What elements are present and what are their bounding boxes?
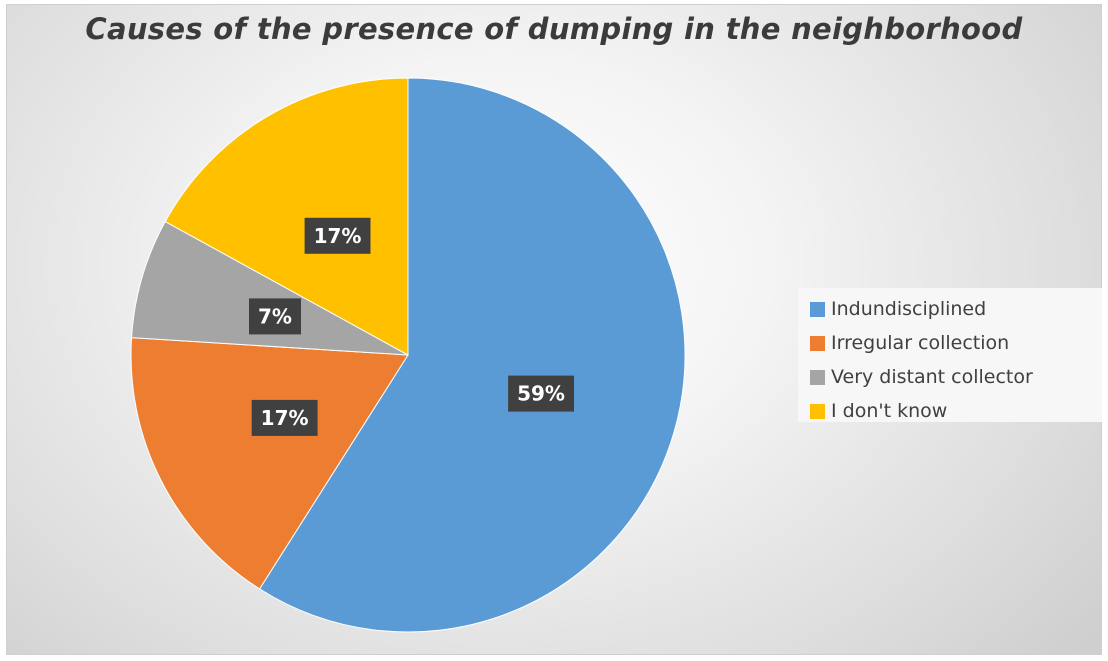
legend-label: I don't know bbox=[831, 400, 948, 422]
data-label-text: 59% bbox=[517, 382, 565, 406]
pie-slice-irregular-collection bbox=[130, 337, 409, 590]
data-label-box bbox=[508, 375, 574, 412]
legend-item-i-dont-know: I don't know bbox=[810, 394, 1102, 428]
data-label-box bbox=[251, 399, 318, 436]
pie-slice-i-don-t-know bbox=[164, 77, 409, 356]
legend-swatch bbox=[810, 403, 825, 419]
data-label-text: 17% bbox=[261, 406, 309, 430]
legend-swatch bbox=[810, 335, 825, 351]
chart-title: Causes of the presence of dumping in the… bbox=[85, 12, 1023, 46]
data-label-i-don-t-know: 17% bbox=[304, 217, 371, 254]
legend-swatch bbox=[810, 369, 825, 385]
data-label-indundisciplined: 59% bbox=[508, 375, 574, 412]
data-label-text: 7% bbox=[258, 304, 292, 328]
data-label-box bbox=[249, 298, 301, 335]
legend-swatch bbox=[810, 301, 825, 317]
legend-item-irregular-collection: Irregular collection bbox=[810, 326, 1102, 360]
legend-item-very-distant-collector: Very distant collector bbox=[810, 360, 1102, 394]
legend-label: Irregular collection bbox=[831, 332, 1010, 354]
data-label-irregular-collection: 17% bbox=[251, 399, 318, 436]
pie-slices bbox=[130, 77, 686, 633]
data-label-very-distant-collector: 7% bbox=[249, 298, 301, 335]
pie-slice-very-distant-collector bbox=[131, 220, 409, 356]
pie-slice-indundisciplined bbox=[258, 77, 686, 633]
chart-legend: Indundisciplined Irregular collection Ve… bbox=[798, 288, 1102, 422]
data-label-text: 17% bbox=[314, 224, 362, 248]
legend-item-indundisciplined: Indundisciplined bbox=[810, 292, 1102, 326]
pie-data-labels: 59% 17% 7% 17% bbox=[249, 217, 574, 436]
data-label-box bbox=[304, 217, 371, 254]
legend-label: Indundisciplined bbox=[831, 298, 987, 320]
legend-label: Very distant collector bbox=[831, 366, 1033, 388]
